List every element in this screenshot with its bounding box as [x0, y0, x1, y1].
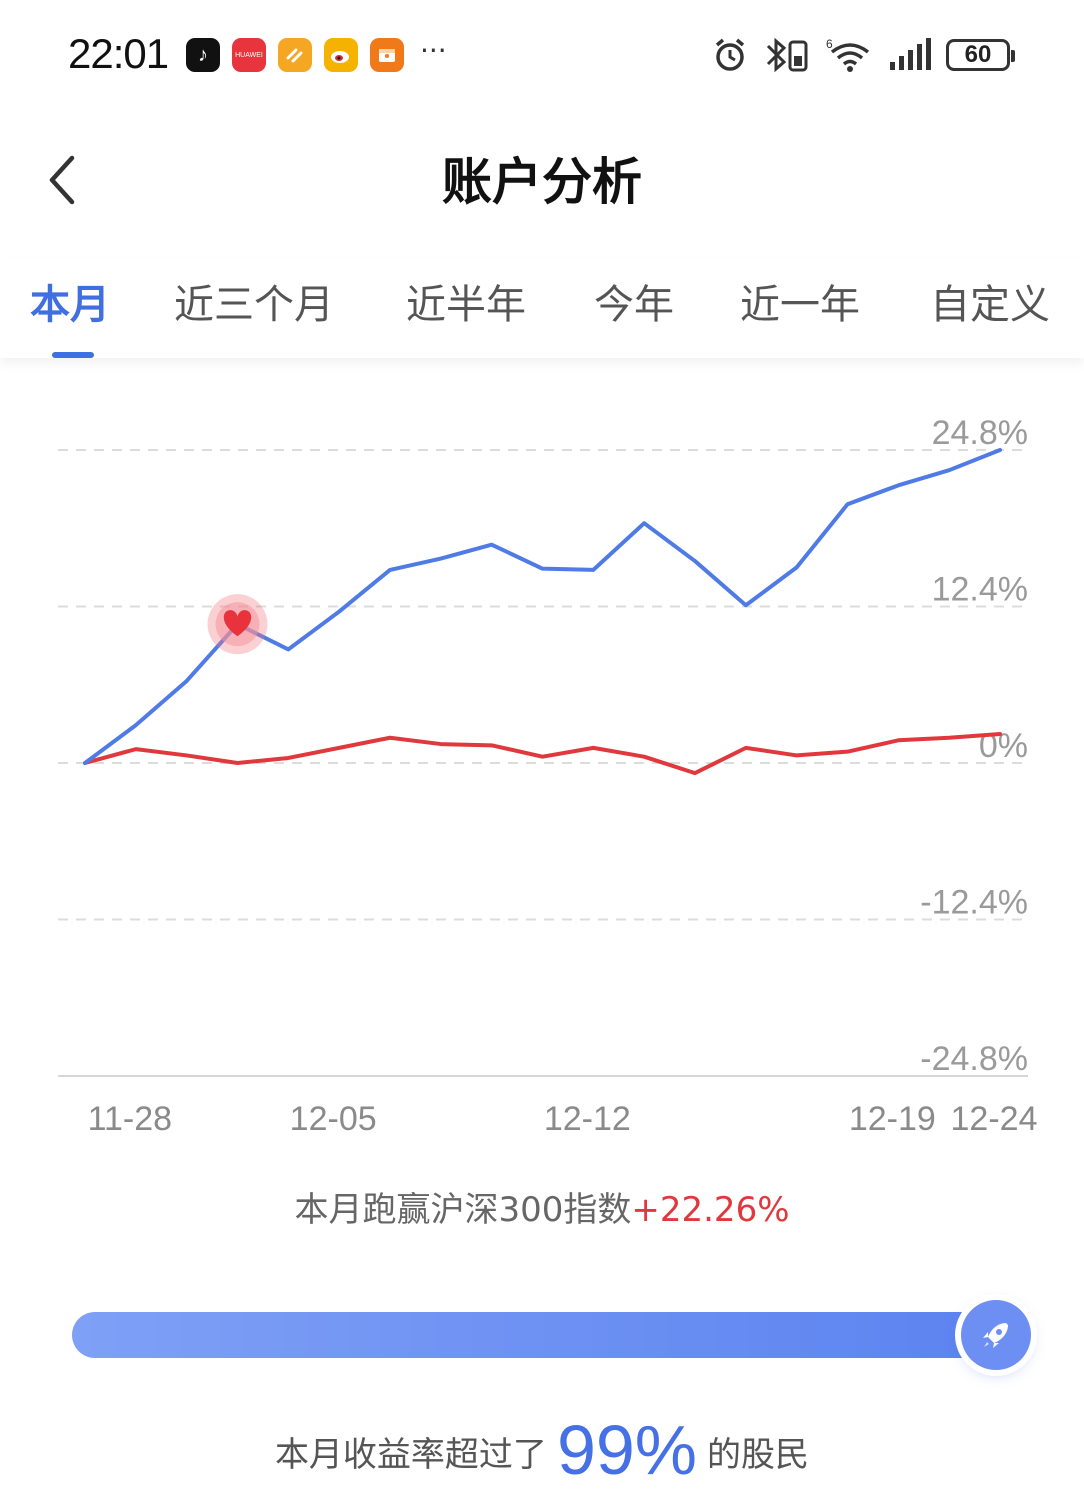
package-app-icon: [370, 38, 404, 72]
y-tick-label: 0%: [979, 727, 1028, 765]
alarm-icon: [715, 38, 745, 71]
active-tab-indicator: [52, 352, 94, 358]
beat-percent: 99%: [556, 1411, 698, 1489]
tab-custom[interactable]: 自定义: [930, 282, 1050, 328]
benchmark-return-line: [83, 731, 1002, 776]
y-tick-label: -24.8%: [920, 1040, 1028, 1078]
rocket-icon: [961, 1300, 1032, 1370]
tab-last-half-year[interactable]: 近半年: [406, 282, 526, 328]
rank-progress-bar: [72, 1312, 1030, 1358]
beat-suffix: 的股民: [707, 1435, 810, 1475]
chevron-left-icon: [49, 155, 75, 205]
wifi-icon: 6: [826, 37, 870, 72]
x-tick-label: 12-05: [290, 1100, 377, 1138]
battery-level: 60: [964, 41, 992, 68]
more-notifications-icon: ···: [420, 33, 447, 67]
tab-last-three-months[interactable]: 近三个月: [174, 282, 334, 328]
tab-last-year[interactable]: 近一年: [740, 282, 860, 328]
system-icons: 6 60: [712, 36, 1015, 74]
x-tick-label: 12-12: [544, 1100, 631, 1138]
y-tick-label: 12.4%: [932, 571, 1028, 609]
tab-this-year[interactable]: 今年: [594, 282, 674, 328]
header: 账户分析: [0, 120, 1084, 230]
summary-value: +22.26%: [631, 1190, 790, 1230]
benchmark-summary: 本月跑赢沪深300指数+22.26%: [0, 1182, 1084, 1231]
return-chart: 24.8% 12.4% 0% -12.4% -24.8% 11-28 12-05 12-12 1…: [0, 358, 1084, 1158]
x-tick-label: 12-19: [849, 1100, 936, 1138]
rank-progress-fill: [72, 1312, 997, 1358]
tab-this-month[interactable]: 本月: [30, 282, 110, 328]
page-title: 账户分析: [442, 153, 642, 211]
tiktok-glyph: ♪: [198, 43, 208, 66]
svg-text:6: 6: [826, 37, 833, 51]
x-tick-label: 11-28: [88, 1100, 172, 1138]
x-tick-label: 12-24: [951, 1100, 1038, 1138]
bluetooth-phone-icon: [766, 37, 808, 73]
beat-summary: 本月收益率超过了 99% 的股民: [0, 1410, 1084, 1490]
signal-icon: [890, 38, 931, 70]
huawei-glyph: HUAWEI: [235, 51, 263, 59]
notification-app-icons: ♪ HUAWEI ···: [186, 34, 447, 72]
line-chart: 24.8% 12.4% 0% -12.4% -24.8% 11-28 12-05 12-12 1…: [58, 414, 1038, 1138]
period-tabs: 本月 近三个月 近半年 今年 近一年 自定义: [0, 258, 1084, 358]
y-tick-label: -12.4%: [920, 884, 1028, 922]
tiktok-icon: ♪: [186, 38, 220, 72]
battery-icon: 60: [946, 39, 1015, 71]
heart-icon: [207, 594, 268, 655]
huawei-appgallery-icon: HUAWEI: [232, 38, 266, 72]
orange-app-icon: [278, 38, 312, 72]
beat-prefix: 本月收益率超过了: [274, 1435, 547, 1475]
back-button[interactable]: [40, 148, 90, 208]
summary-text: 本月跑赢沪深300指数: [294, 1190, 632, 1230]
weibo-icon: [324, 38, 358, 72]
status-bar: 22:01 ♪ HUAWEI ··· 6 60: [0, 0, 1084, 115]
y-tick-label: 24.8%: [932, 414, 1028, 452]
status-time: 22:01: [68, 30, 169, 77]
